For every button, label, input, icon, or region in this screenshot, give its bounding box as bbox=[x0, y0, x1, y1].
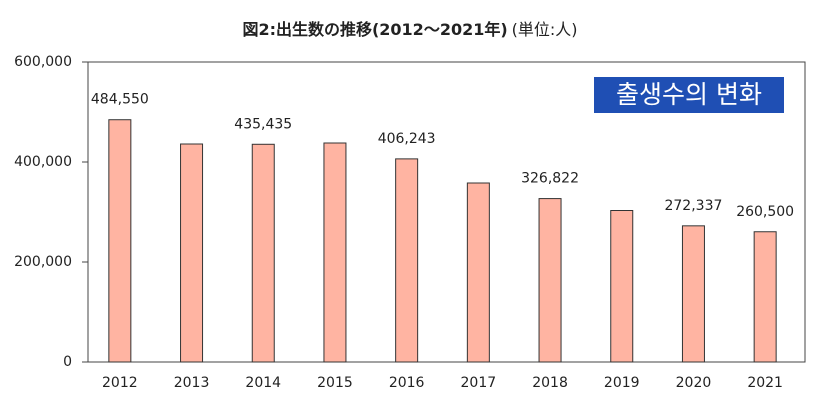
x-tick-label: 2012 bbox=[102, 375, 138, 391]
bar bbox=[538, 198, 562, 363]
data-label: 484,550 bbox=[91, 92, 149, 108]
annotation: 출생수의 변화 bbox=[616, 80, 762, 109]
data-label: 260,500 bbox=[736, 204, 794, 220]
x-tick-label: 2018 bbox=[532, 375, 568, 391]
x-tick-label: 2013 bbox=[174, 375, 210, 391]
annotation-box bbox=[594, 77, 784, 113]
bar bbox=[753, 231, 777, 363]
bar bbox=[108, 119, 132, 363]
x-tick-label: 2014 bbox=[245, 375, 281, 391]
x-tick-label: 2017 bbox=[461, 375, 497, 391]
bar bbox=[610, 210, 634, 363]
chart-title-group: 図2:出生数の推移(2012～2021年) (単位:人) bbox=[242, 20, 577, 39]
chart-title: 図2:出生数の推移(2012～2021年) bbox=[242, 20, 507, 39]
y-tick-label: 0 bbox=[63, 354, 72, 370]
y-tick-label: 600,000 bbox=[14, 54, 72, 70]
x-tick-label: 2015 bbox=[317, 375, 353, 391]
data-label: 272,337 bbox=[664, 198, 722, 214]
bar bbox=[395, 158, 419, 363]
bar bbox=[681, 225, 705, 363]
x-tick-label: 2021 bbox=[747, 375, 783, 391]
x-tick-label: 2020 bbox=[676, 375, 712, 391]
bar bbox=[466, 182, 490, 363]
data-label: 435,435 bbox=[234, 116, 292, 132]
bar bbox=[251, 143, 275, 363]
y-tick-label: 400,000 bbox=[14, 154, 72, 170]
x-tick-label: 2016 bbox=[389, 375, 425, 391]
x-tick-label: 2019 bbox=[604, 375, 640, 391]
y-tick-label: 200,000 bbox=[14, 254, 72, 270]
chart-subtitle: (単位:人) bbox=[512, 20, 578, 39]
plot-frame bbox=[87, 61, 806, 363]
data-label: 406,243 bbox=[378, 131, 436, 147]
bar bbox=[180, 143, 204, 363]
bar bbox=[323, 142, 347, 363]
data-label: 326,822 bbox=[521, 171, 579, 187]
